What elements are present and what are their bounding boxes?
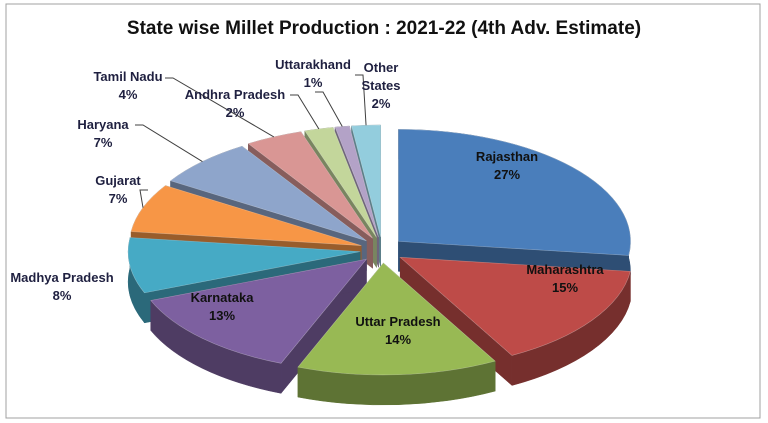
- leader-line: [165, 77, 275, 138]
- slice-label: Karnataka: [190, 290, 254, 305]
- pie-slice: [150, 258, 368, 364]
- pie-slice: [247, 131, 373, 239]
- leader-line: [290, 94, 320, 130]
- slice-value-label: 7%: [93, 135, 113, 150]
- slice-value-label: 2%: [371, 96, 391, 111]
- slice-label: Rajasthan: [475, 149, 539, 164]
- slice-value-label: 4%: [118, 87, 138, 102]
- pie-slice: [399, 256, 631, 356]
- slice-label: Tamil Nadu: [93, 69, 163, 84]
- slice-value-label: 15%: [551, 280, 579, 295]
- leader-line: [315, 91, 343, 127]
- slice-label: Other States: [361, 60, 401, 93]
- slice-label: Gujarat: [95, 173, 141, 188]
- pie-slice: [398, 129, 631, 256]
- pie-slice: [351, 124, 381, 238]
- leader-line: [135, 124, 203, 163]
- chart-title: State wise Millet Production : 2021-22 (…: [126, 18, 642, 39]
- slice-label: Maharashtra: [526, 262, 604, 277]
- slice-value-label: 14%: [384, 332, 412, 347]
- leader-line: [139, 189, 148, 208]
- slice-value-label: 27%: [493, 167, 521, 182]
- leader-line: [355, 74, 367, 126]
- pie-slice: [297, 262, 496, 376]
- slice-label: Uttar Pradesh: [355, 314, 441, 329]
- slice-value-label: 1%: [303, 75, 323, 90]
- slice-label: Haryana: [77, 117, 129, 132]
- slice-value-label: 2%: [225, 105, 245, 120]
- slice-value-label: 8%: [52, 288, 72, 303]
- slice-label: Uttarakhand: [275, 57, 351, 72]
- pie-slice: [130, 185, 362, 246]
- slice-label: Andhra Pradesh: [184, 87, 286, 102]
- pie-slice: [127, 237, 361, 294]
- slice-label: Madhya Pradesh: [10, 270, 114, 285]
- slice-value-label: 13%: [208, 308, 236, 323]
- pie-slice: [169, 145, 367, 242]
- slice-value-label: 7%: [108, 191, 128, 206]
